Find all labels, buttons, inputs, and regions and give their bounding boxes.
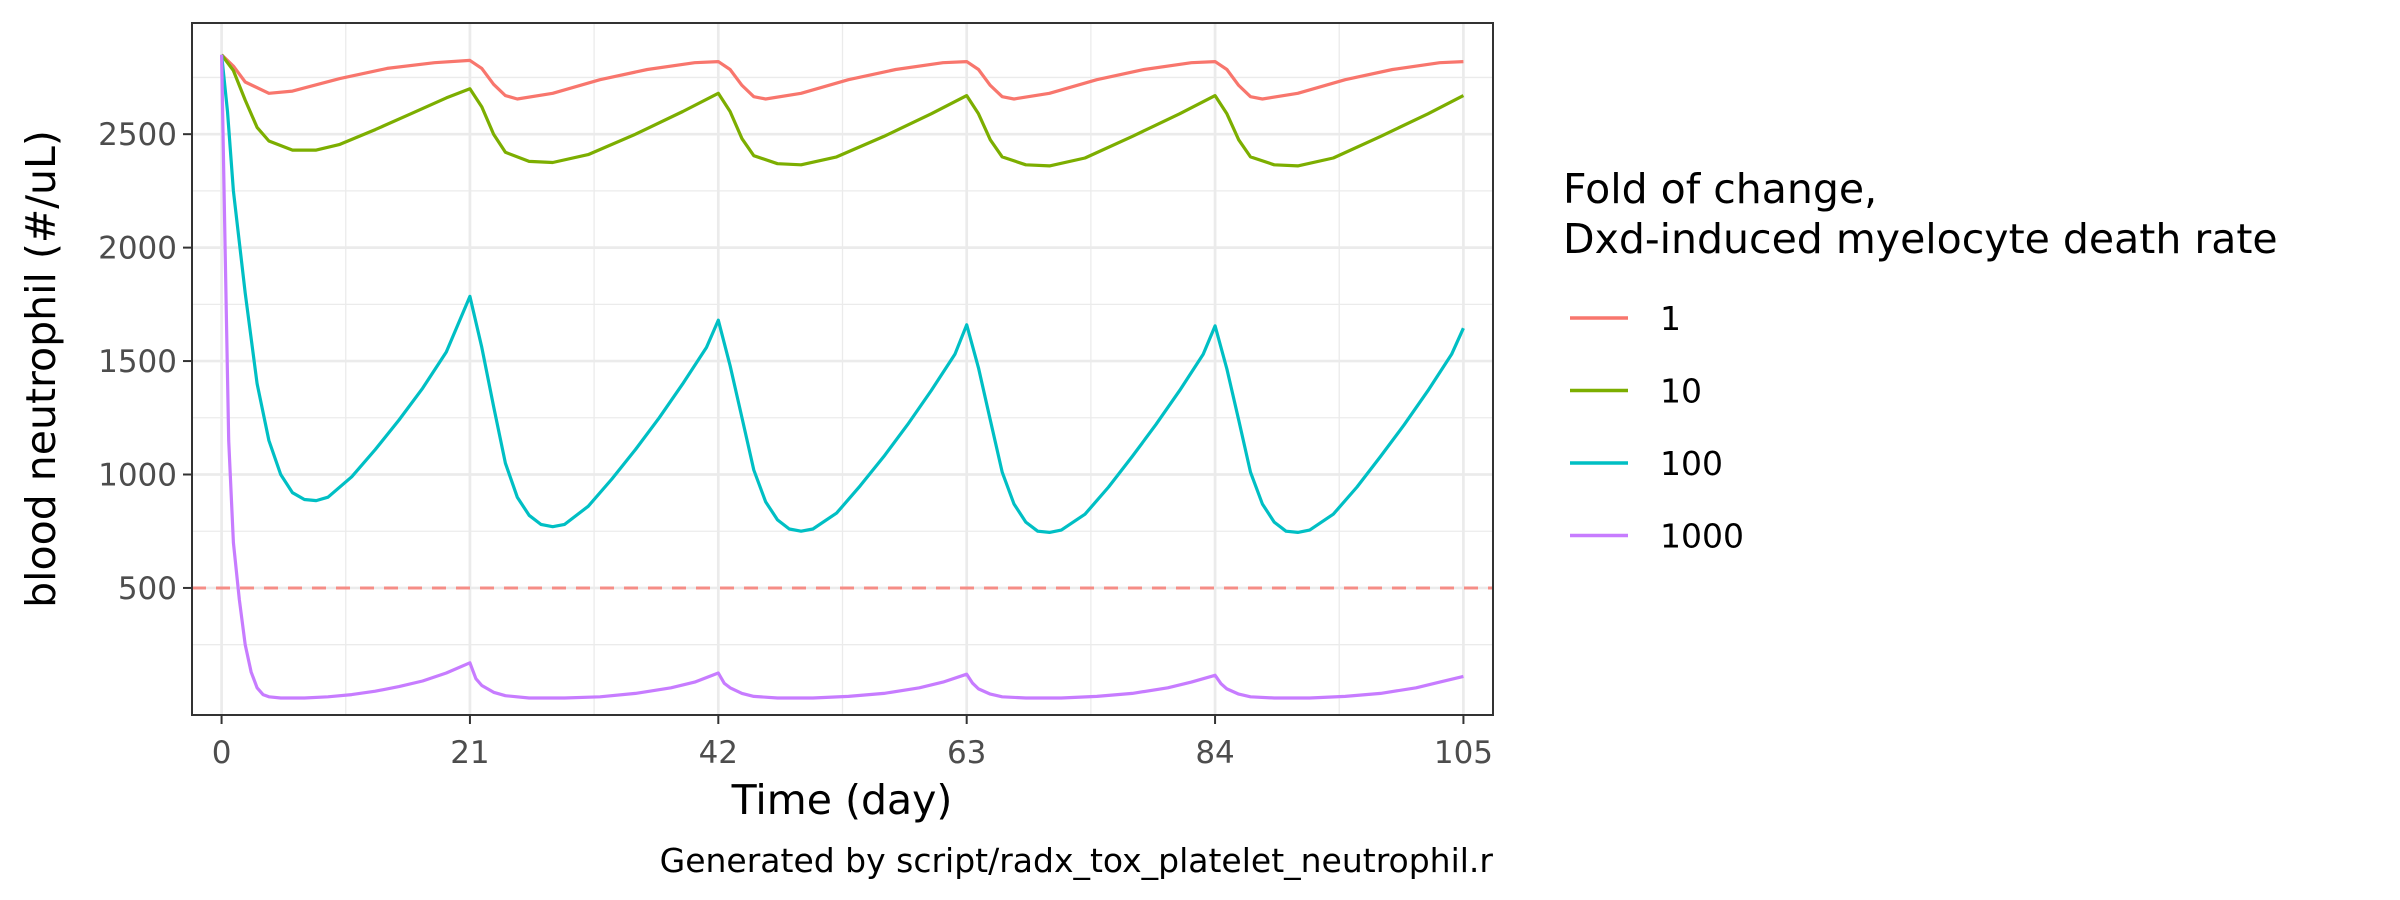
y-axis-title: blood neutrophil (#/uL) (17, 130, 65, 608)
y-axis-ticks: 500 1000 1500 2000 2500 (98, 117, 192, 607)
series-line-1 (220, 53, 1464, 101)
x-tick-label: 21 (450, 735, 489, 771)
caption: Generated by script/radx_tox_platelet_ne… (660, 841, 1494, 880)
legend-label-1000: 1000 (1660, 517, 1744, 556)
x-axis-title: Time (day) (731, 776, 953, 824)
y-tick-label: 2500 (98, 117, 177, 153)
legend-label-1: 1 (1660, 299, 1681, 338)
x-tick-label: 42 (699, 735, 738, 771)
legend-label-100: 100 (1660, 444, 1723, 483)
plot-panel-border (191, 22, 1494, 716)
y-tick-label: 1000 (98, 458, 177, 494)
minor-gridlines (192, 23, 1493, 715)
y-tick-label: 1500 (98, 344, 177, 380)
series-line-10 (220, 53, 1465, 168)
y-tick-label: 500 (118, 571, 177, 607)
legend-title-line-1: Fold of change, (1563, 165, 1877, 213)
series-line-100 (220, 54, 1465, 534)
series-lines (220, 53, 1465, 700)
legend-label-10: 10 (1660, 372, 1702, 411)
x-tick-label: 63 (947, 735, 986, 771)
x-tick-label: 105 (1434, 735, 1493, 771)
y-tick-label: 2000 (98, 231, 177, 267)
x-tick-label: 0 (212, 735, 232, 771)
legend-title-line-2: Dxd-induced myelocyte death rate (1563, 215, 2278, 263)
legend: 1 10 100 1000 (1570, 299, 1744, 556)
series-line-1000 (220, 54, 1464, 700)
x-tick-label: 84 (1195, 735, 1234, 771)
x-axis-ticks: 0 21 42 63 84 105 (212, 715, 1493, 771)
